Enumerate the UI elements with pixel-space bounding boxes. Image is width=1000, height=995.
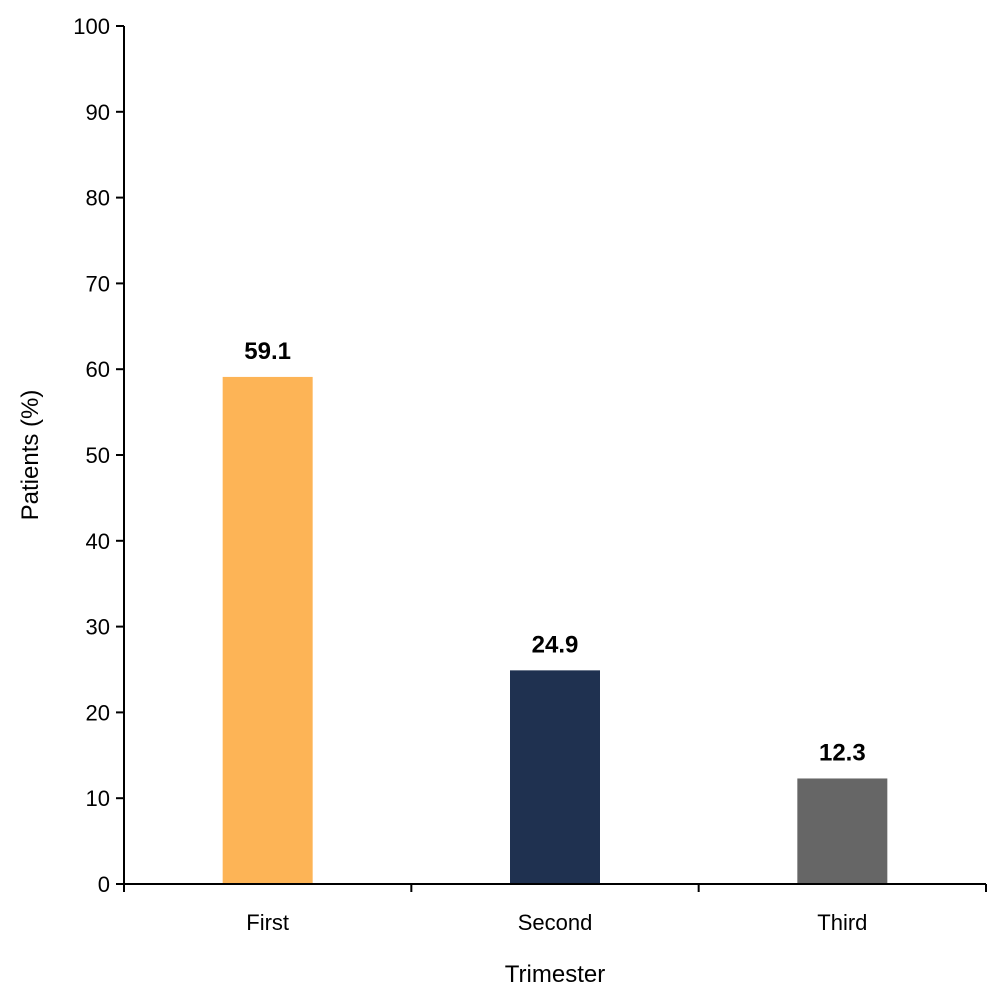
bar-third bbox=[797, 778, 888, 884]
y-tick-label: 80 bbox=[86, 186, 110, 211]
y-tick-label: 60 bbox=[86, 357, 110, 382]
y-axis-ticks: 0 10 20 30 40 50 60 70 80 90 100 bbox=[73, 14, 124, 897]
y-axis-title: Patients (%) bbox=[17, 390, 44, 521]
y-tick-label: 0 bbox=[98, 872, 110, 897]
x-tick-label: Second bbox=[518, 910, 593, 935]
y-tick-label: 50 bbox=[86, 443, 110, 468]
y-tick-label: 70 bbox=[86, 271, 110, 296]
y-tick-label: 30 bbox=[86, 615, 110, 640]
data-label: 12.3 bbox=[819, 739, 866, 766]
x-tick-label: Third bbox=[817, 910, 867, 935]
y-tick-label: 90 bbox=[86, 100, 110, 125]
bar-first bbox=[222, 376, 313, 884]
y-tick-label: 100 bbox=[73, 14, 110, 39]
x-axis-ticks: First Second Third bbox=[123, 884, 987, 935]
bars bbox=[222, 376, 888, 884]
y-tick-label: 10 bbox=[86, 786, 110, 811]
x-tick-label: First bbox=[246, 910, 289, 935]
data-label: 59.1 bbox=[244, 338, 291, 365]
x-axis-title: Trimester bbox=[505, 961, 605, 988]
data-label: 24.9 bbox=[532, 631, 579, 658]
y-tick-label: 20 bbox=[86, 700, 110, 725]
y-tick-label: 40 bbox=[86, 529, 110, 554]
data-labels: 59.1 24.9 12.3 bbox=[244, 338, 865, 767]
bar-second bbox=[510, 670, 600, 884]
